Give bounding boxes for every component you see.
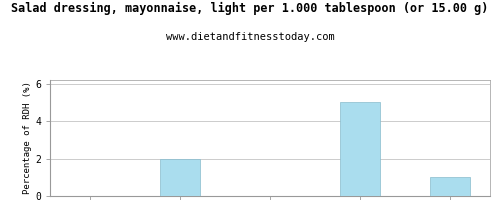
Text: Salad dressing, mayonnaise, light per 1.000 tablespoon (or 15.00 g): Salad dressing, mayonnaise, light per 1.…	[12, 2, 488, 15]
Text: www.dietandfitnesstoday.com: www.dietandfitnesstoday.com	[166, 32, 334, 42]
Bar	[340, 102, 380, 196]
Bar	[430, 177, 470, 196]
Y-axis label: Percentage of RDH (%): Percentage of RDH (%)	[24, 82, 32, 194]
Bar	[160, 159, 200, 196]
